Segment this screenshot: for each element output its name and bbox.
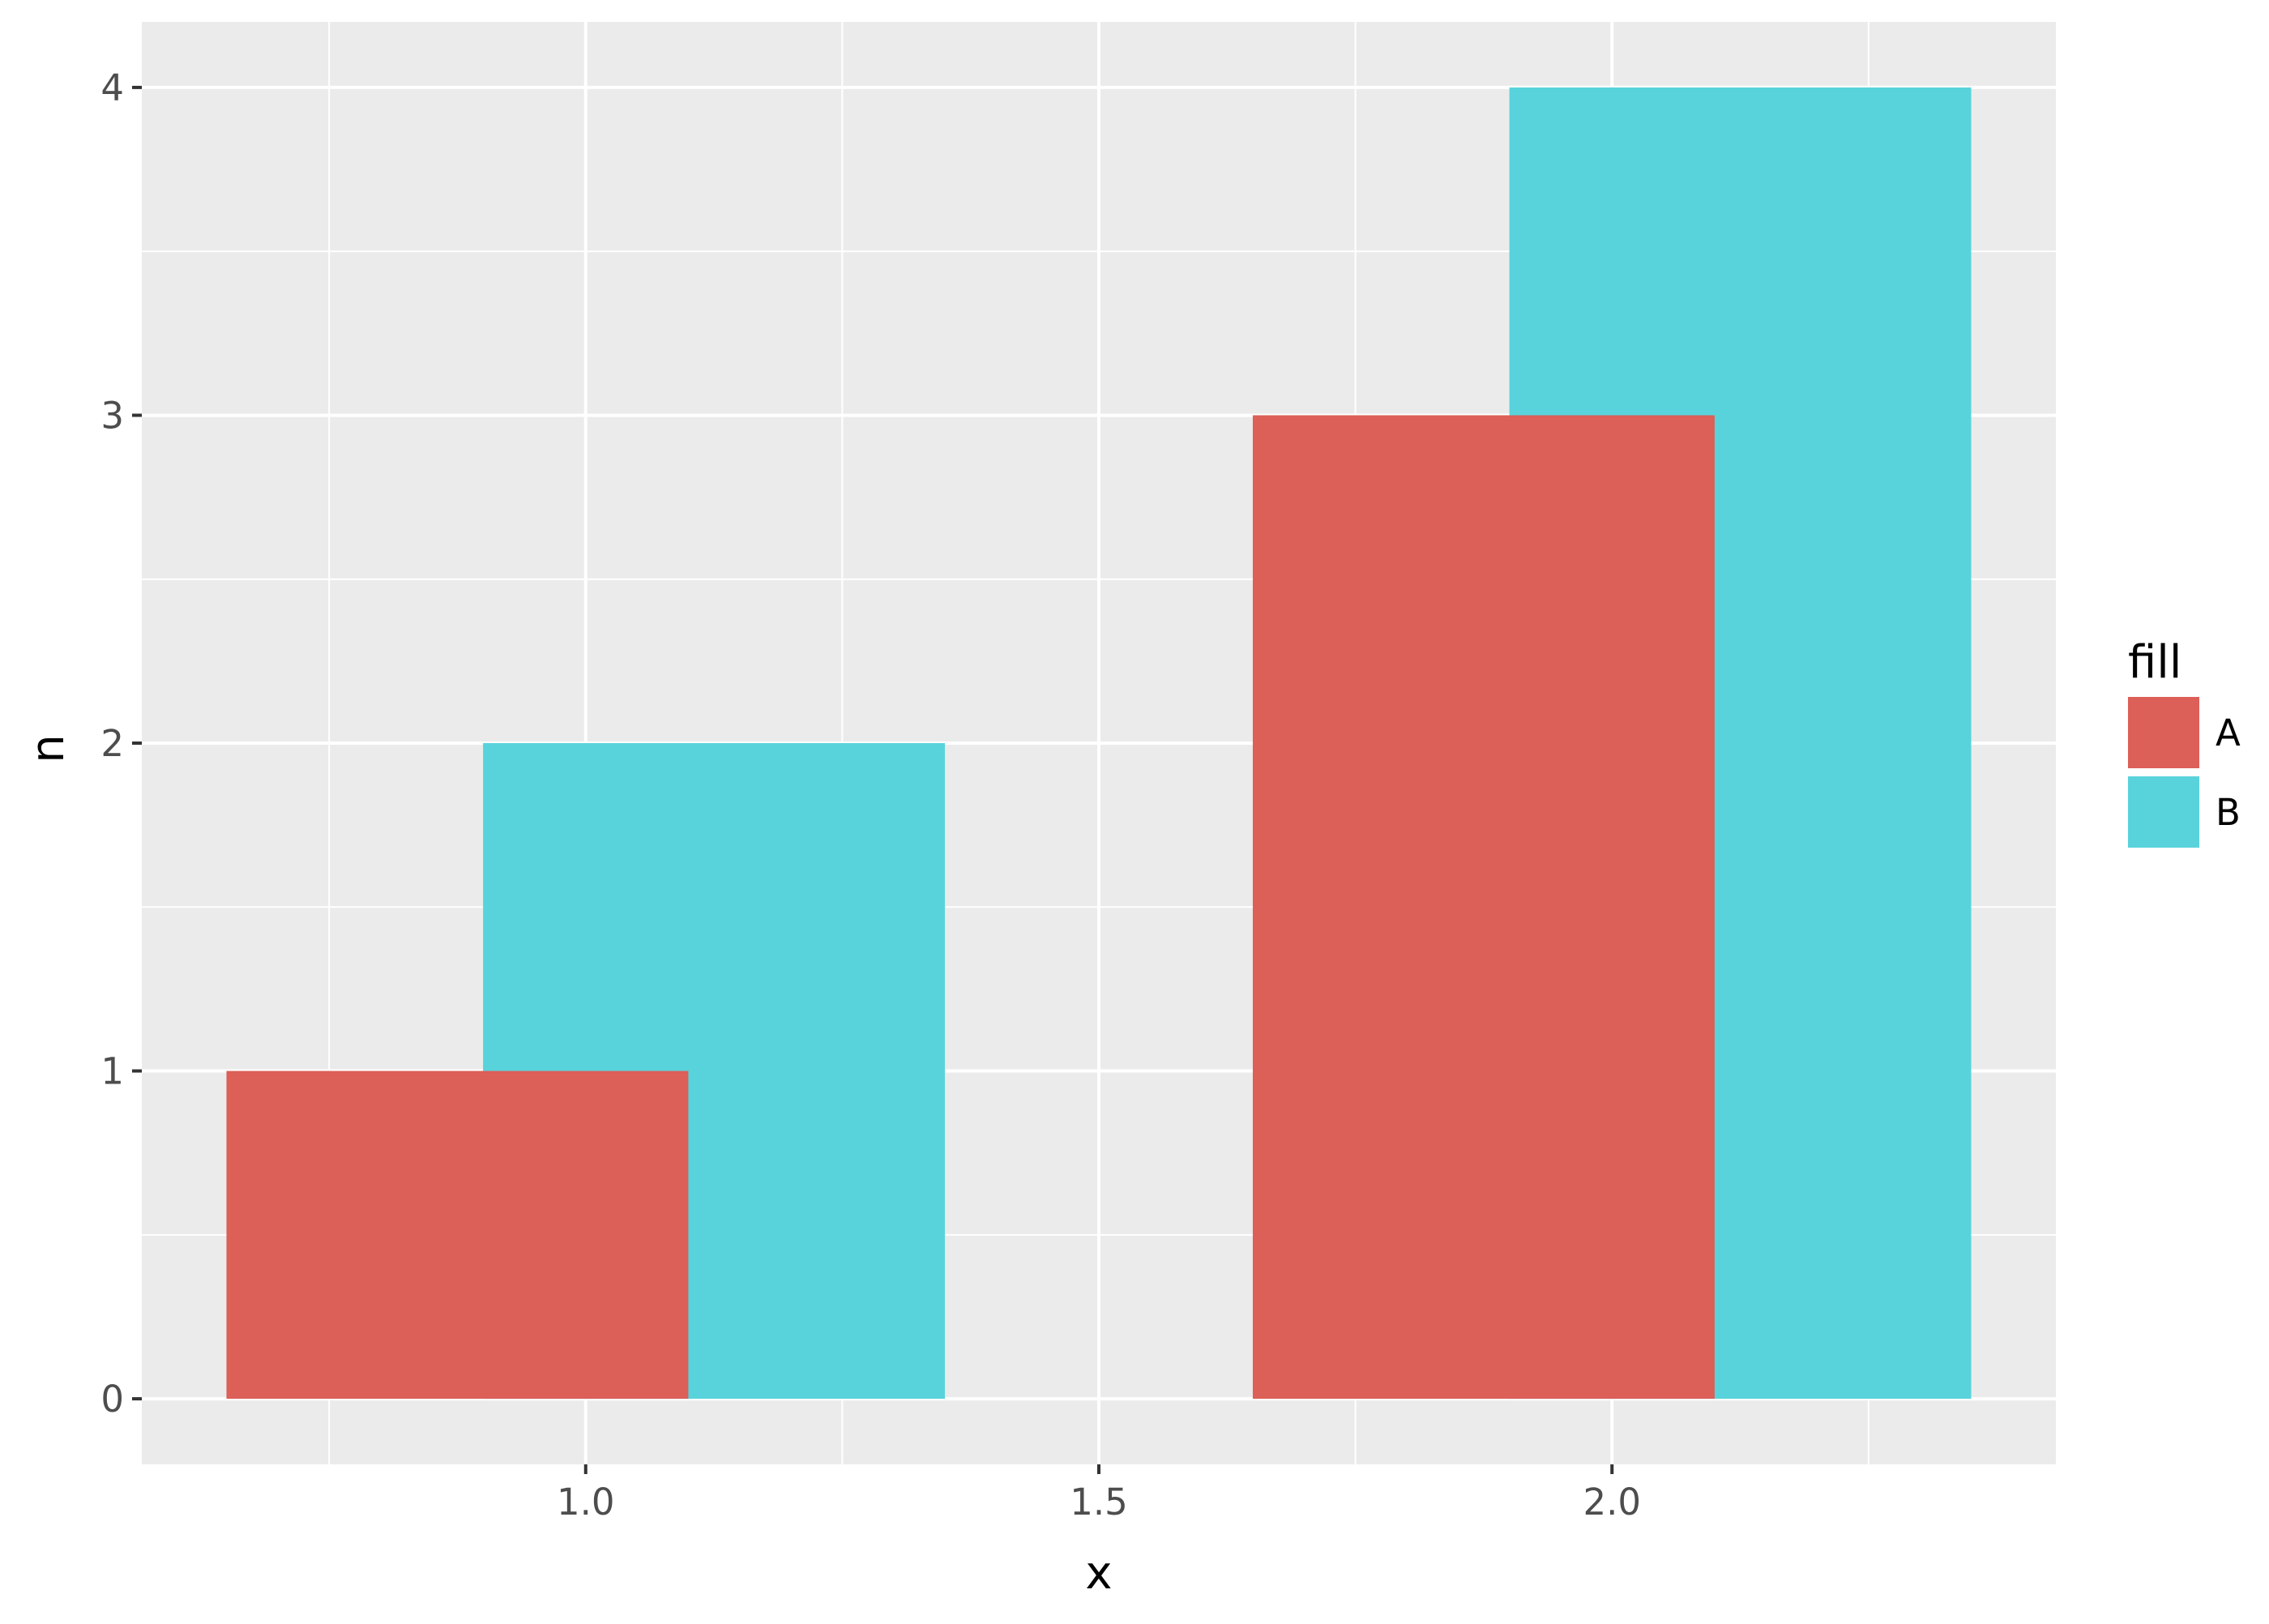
x-axis: 1.0 1.5 2.0 [557, 1464, 1641, 1524]
x-tick-label: 1.0 [557, 1481, 615, 1524]
y-tick-label: 4 [100, 66, 124, 109]
legend-keys: AB [2128, 697, 2241, 848]
legend-label-a: A [2216, 712, 2241, 754]
legend-label-b: B [2216, 791, 2241, 834]
x-axis-title: x [1085, 1547, 1112, 1600]
y-tick-label: 2 [100, 722, 124, 765]
y-tick-label: 1 [100, 1050, 124, 1093]
legend-key-a [2128, 697, 2199, 768]
legend-key-b [2128, 776, 2199, 848]
y-tick-label: 3 [100, 394, 124, 437]
x-tick-label: 2.0 [1583, 1481, 1641, 1524]
bars [226, 87, 1972, 1400]
bar-a-1 [226, 1071, 689, 1400]
y-axis-title: n [22, 734, 75, 763]
x-tick-label: 1.5 [1070, 1481, 1128, 1524]
legend-title: fill [2128, 636, 2181, 689]
y-tick-label: 0 [100, 1378, 124, 1421]
y-axis: 0 1 2 3 4 [100, 66, 142, 1421]
bar-a-2 [1252, 415, 1715, 1400]
legend: fill AB [2128, 636, 2241, 848]
